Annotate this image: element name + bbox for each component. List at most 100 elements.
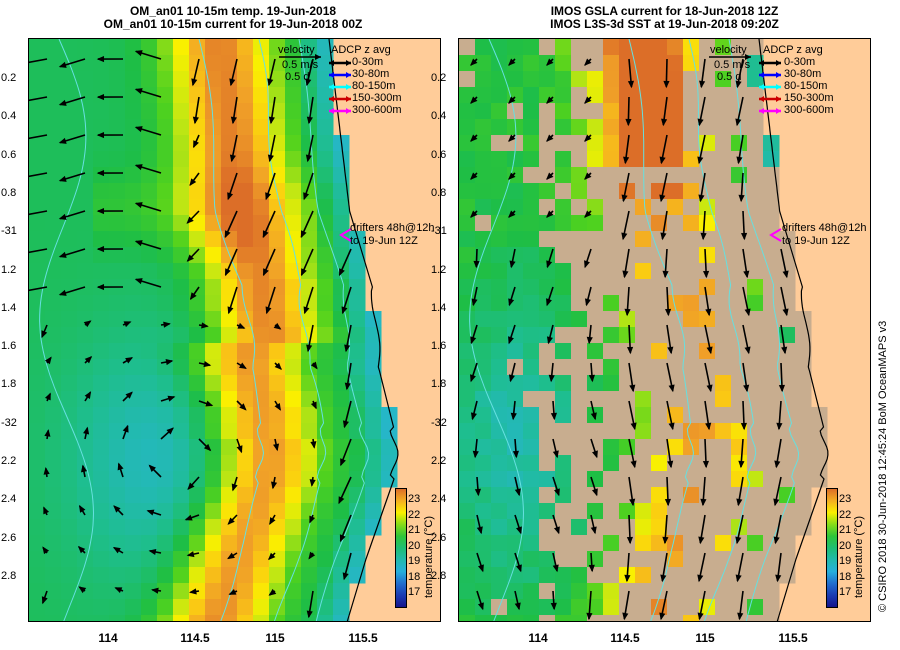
arrow-head xyxy=(659,194,666,203)
depth-bin-label: 80-150m xyxy=(784,80,828,92)
arrow-head xyxy=(622,612,629,621)
arrow-head xyxy=(344,382,351,391)
arrow-head xyxy=(474,488,481,497)
arrow-head xyxy=(224,230,231,239)
depth-bin-arrowtail xyxy=(759,108,764,114)
arrow-head xyxy=(58,213,67,220)
arrow-head xyxy=(470,96,478,104)
arrow-head xyxy=(744,346,751,355)
arrow-head xyxy=(189,292,197,301)
arrow-head xyxy=(125,391,133,399)
arrow-head xyxy=(267,78,274,87)
depth-bin-label: 30-80m xyxy=(784,68,822,80)
arrow-head xyxy=(300,230,307,239)
right-map-canvas xyxy=(458,38,871,622)
arrow-head xyxy=(470,210,478,218)
arrow-head xyxy=(148,464,156,472)
arrow-head xyxy=(476,526,483,535)
arrow-head xyxy=(662,536,669,545)
arrow-head xyxy=(546,298,552,307)
depth-bin-label: 30-80m xyxy=(352,68,390,80)
arrow-head xyxy=(341,306,348,315)
arrow-head xyxy=(267,154,274,163)
arrow-head xyxy=(546,58,554,66)
arrow-head xyxy=(659,156,666,165)
y-tick-label: 1.8 xyxy=(1,378,17,391)
arrow-head xyxy=(508,134,516,142)
arrow-head xyxy=(269,517,276,526)
arrow-head xyxy=(262,230,269,239)
arrow-head xyxy=(546,210,554,218)
current-arrow xyxy=(29,286,48,292)
colorbar-tick-label: 20 xyxy=(408,539,421,552)
arrow-head xyxy=(134,88,143,95)
arrow-head xyxy=(310,441,317,449)
arrow-head xyxy=(84,356,93,364)
arrow-head xyxy=(508,96,516,104)
arrow-head xyxy=(166,427,174,435)
arrow-head xyxy=(514,602,521,611)
arrow-head xyxy=(736,156,743,165)
arrow-head xyxy=(744,308,751,317)
arrow-head xyxy=(622,270,629,279)
arrow-head xyxy=(662,270,669,279)
arrow-head xyxy=(590,526,597,535)
arrow-head xyxy=(697,612,704,621)
y-tick-label: 1.2 xyxy=(431,263,447,276)
arrow-head xyxy=(664,498,672,507)
arrow-head xyxy=(44,429,51,437)
arrow-head xyxy=(736,498,743,507)
arrow-head xyxy=(470,374,476,383)
x-tick-label: 115 xyxy=(265,631,285,645)
y-tick-label: 0.2 xyxy=(1,72,17,84)
x-tick-label: 115 xyxy=(695,631,715,645)
arrow-head xyxy=(80,464,88,473)
right-colorbar-label: temperature (°C) xyxy=(853,515,865,598)
arrow-head xyxy=(774,460,781,469)
arrow-head xyxy=(344,344,351,353)
arrow-head xyxy=(478,564,484,573)
arrow-head xyxy=(134,202,143,209)
y-tick-label: 2.4 xyxy=(431,493,447,506)
arrow-head xyxy=(584,298,591,307)
arrow-head xyxy=(470,172,478,180)
arrow-head xyxy=(668,422,675,431)
arrow-head xyxy=(58,175,67,182)
arrow-head xyxy=(134,164,143,171)
arrow-head xyxy=(473,260,480,269)
arrow-head xyxy=(306,116,313,125)
arrow-head xyxy=(735,536,742,545)
depth-bin-arrowtail xyxy=(329,108,334,114)
colorbar-tick-label: 18 xyxy=(408,570,421,583)
coastline xyxy=(758,39,829,621)
arrow-head xyxy=(193,140,199,149)
x-tick-label: 114.5 xyxy=(610,631,640,645)
arrow-head xyxy=(706,384,713,393)
arrow-head xyxy=(342,572,349,581)
depth-bin-label: 150-300m xyxy=(784,92,834,104)
arrow-head xyxy=(735,574,742,583)
colorbar-tick-label: 23 xyxy=(408,493,421,505)
arrow-head xyxy=(310,361,318,370)
left-map[interactable] xyxy=(28,38,441,622)
arrow-head xyxy=(229,154,236,163)
current-arrow xyxy=(29,172,48,178)
arrow-head xyxy=(630,460,637,469)
arrow-head xyxy=(187,482,195,490)
y-tick-label: 2.8 xyxy=(431,569,447,582)
drifters-line1-r: drifters 48h@12h xyxy=(782,222,867,234)
depth-bin-arrowtail xyxy=(329,72,334,78)
colorbar-tick-label: 21 xyxy=(839,524,852,536)
right-map[interactable] xyxy=(458,38,871,622)
arrow-head xyxy=(591,488,598,497)
arrow-head xyxy=(623,156,630,165)
arrow-head xyxy=(203,443,212,452)
scale-speed: 0.5 m/s xyxy=(282,59,319,71)
y-tick-label: 2.4 xyxy=(1,493,17,506)
depth-bin-arrowhead xyxy=(346,60,351,66)
depth-bin-arrowhead xyxy=(776,108,781,114)
arrow-head xyxy=(134,240,143,247)
arrow-head xyxy=(229,78,236,87)
colorbar-tick-label: 17 xyxy=(408,586,421,598)
arrow-head xyxy=(273,322,282,330)
